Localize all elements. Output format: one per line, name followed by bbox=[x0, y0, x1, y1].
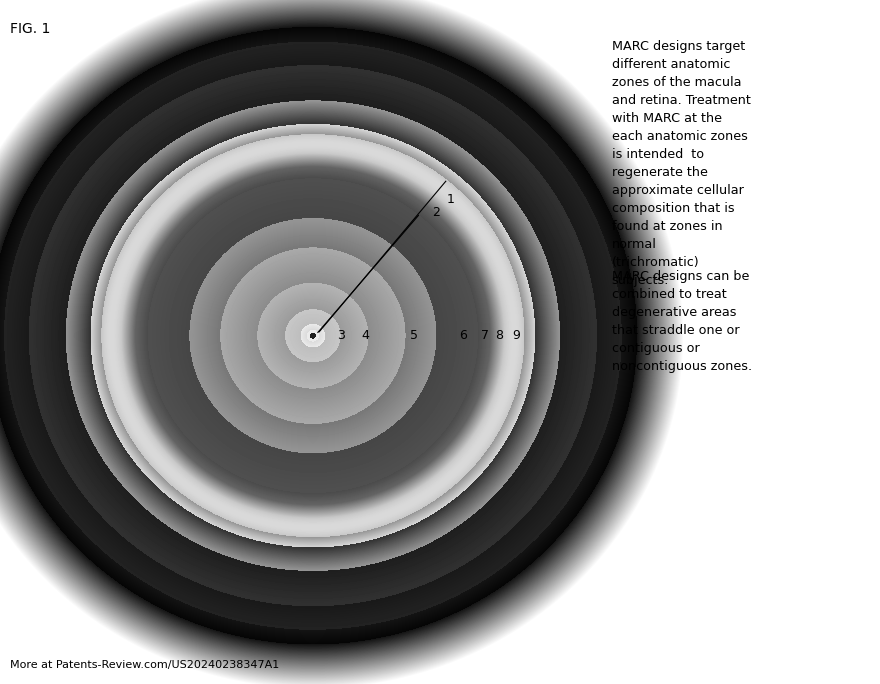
Text: 5: 5 bbox=[409, 328, 418, 342]
Text: 1: 1 bbox=[447, 194, 455, 207]
Text: FIG. 1: FIG. 1 bbox=[10, 22, 50, 36]
Text: 6: 6 bbox=[459, 328, 466, 342]
Text: 3: 3 bbox=[337, 328, 345, 342]
Text: 9: 9 bbox=[512, 328, 520, 342]
Text: 7: 7 bbox=[480, 328, 488, 342]
Text: MARC designs can be
combined to treat
degenerative areas
that straddle one or
co: MARC designs can be combined to treat de… bbox=[612, 270, 752, 373]
Text: More at Patents-Review.com/US20240238347A1: More at Patents-Review.com/US20240238347… bbox=[10, 660, 279, 670]
Text: MARC designs target
different anatomic
zones of the macula
and retina. Treatment: MARC designs target different anatomic z… bbox=[612, 40, 751, 287]
Text: 8: 8 bbox=[495, 328, 503, 342]
Text: 4: 4 bbox=[361, 328, 369, 342]
Text: 2: 2 bbox=[432, 206, 440, 219]
